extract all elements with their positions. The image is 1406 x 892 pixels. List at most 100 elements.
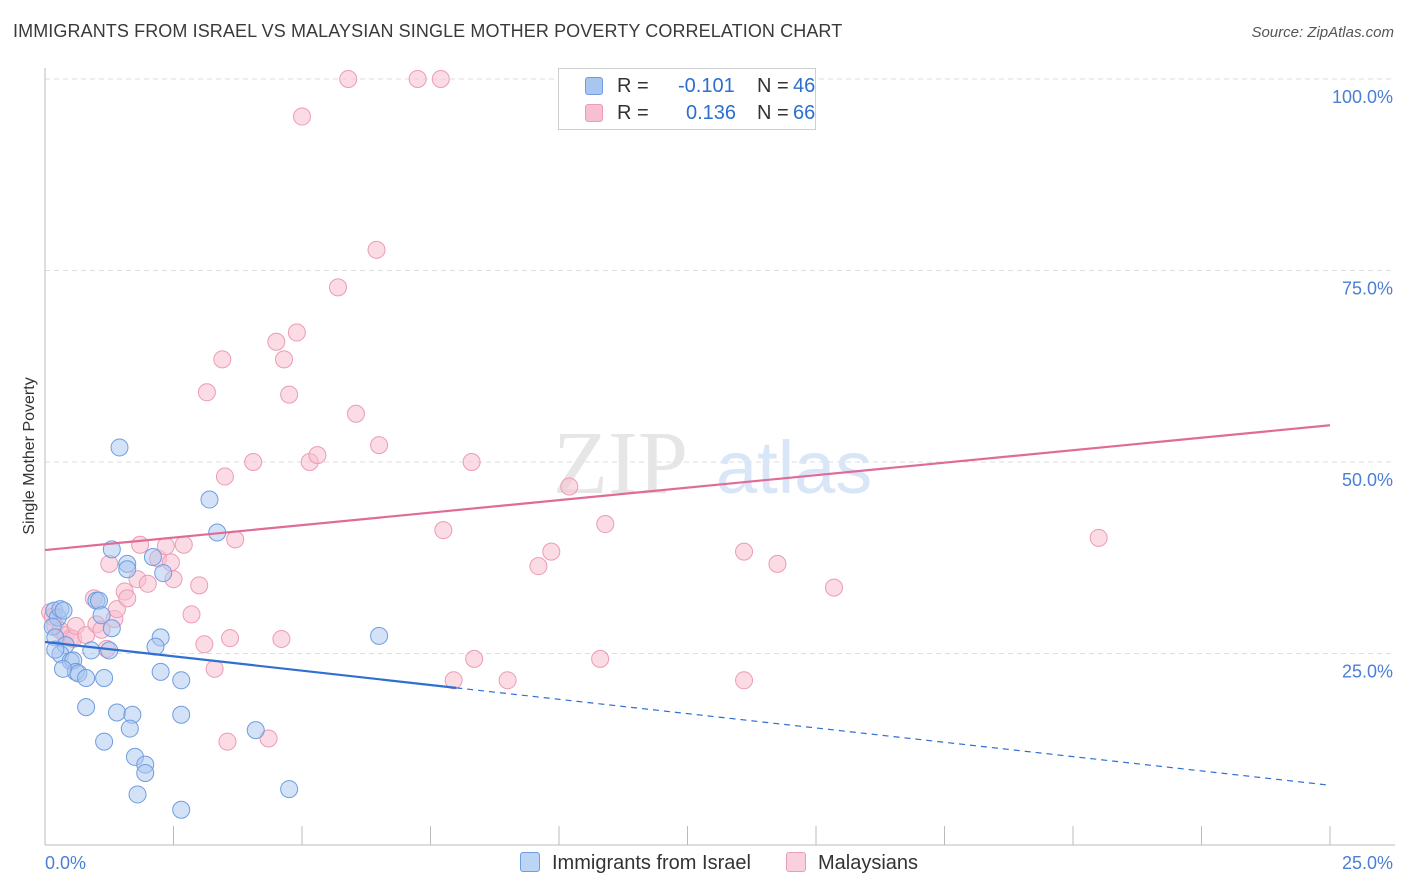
israel-point <box>102 619 121 638</box>
israel-point <box>172 671 191 690</box>
malaysians-point <box>431 70 450 88</box>
israel-point <box>143 547 162 566</box>
malaysians-point <box>408 70 427 88</box>
grid-lines <box>45 78 1395 654</box>
malaysians-point <box>328 278 347 297</box>
israel-point <box>95 669 114 688</box>
bottom-legend-malaysians: Malaysians <box>786 852 918 875</box>
legend-r-label: R = <box>617 75 649 97</box>
legend-r-value: 0.136 <box>686 102 737 124</box>
malaysians-point <box>221 629 240 648</box>
watermark-atlas: atlas <box>716 426 872 509</box>
malaysians-point <box>197 383 216 402</box>
malaysians-point <box>768 554 787 573</box>
source-credit: Source: ZipAtlas.com <box>1251 24 1394 41</box>
malaysians-point <box>367 240 386 259</box>
malaysians-point <box>215 467 234 486</box>
israel-point <box>120 719 139 738</box>
malaysians-point <box>824 578 843 597</box>
israel-point <box>146 637 165 656</box>
israel-point <box>370 626 389 645</box>
legend-r-value: -0.101 <box>678 75 735 97</box>
y-axis-label: Single Mother Poverty <box>21 377 38 534</box>
bottom-legend-swatch-pink <box>786 852 806 872</box>
watermark-zip: ZIP <box>553 414 688 513</box>
malaysians-point <box>542 542 561 561</box>
malaysians-point <box>287 323 306 342</box>
malaysians-point <box>218 732 237 751</box>
malaysians-point <box>118 589 137 608</box>
israel-point <box>107 703 126 722</box>
y-tick-label: 50.0% <box>1342 470 1393 490</box>
chart-title: IMMIGRANTS FROM ISRAEL VS MALAYSIAN SING… <box>13 21 843 41</box>
israel-point <box>172 705 191 724</box>
bottom-legend-label-malaysians: Malaysians <box>818 852 919 874</box>
bottom-legend-swatch-blue <box>520 852 540 872</box>
malaysians-point <box>444 671 463 690</box>
israel-point <box>172 800 191 819</box>
legend-swatch-blue <box>585 77 603 95</box>
legend-r-label: R = <box>617 102 649 124</box>
malaysians-point <box>1089 528 1108 547</box>
x-tick-label: 0.0% <box>45 853 86 873</box>
y-tick-label: 100.0% <box>1332 87 1393 107</box>
x-tick-label: 25.0% <box>1342 853 1393 873</box>
malaysians-point <box>370 436 389 455</box>
malaysians-point <box>591 649 610 668</box>
israel-point <box>46 640 65 659</box>
malaysians-point <box>205 659 224 678</box>
malaysians-point <box>498 671 517 690</box>
legend-n-label: N = <box>757 102 789 124</box>
malaysians-point <box>195 635 214 654</box>
israel-point <box>110 438 129 457</box>
israel-point <box>77 698 96 717</box>
malaysians-point <box>190 576 209 595</box>
malaysians-point <box>174 535 193 554</box>
malaysians-point <box>244 453 263 471</box>
israel-trend-line-dashed <box>456 687 1331 786</box>
israel-point <box>128 785 147 804</box>
israel-point <box>53 659 72 678</box>
malaysians-point <box>272 629 291 648</box>
israel-point <box>200 490 219 509</box>
trend-lines <box>44 424 1331 786</box>
israel-point <box>92 606 111 625</box>
israel-point <box>95 732 114 751</box>
malaysians-point <box>560 477 579 496</box>
malaysians-point <box>596 515 615 534</box>
israel-point <box>154 564 173 583</box>
bottom-legend-label-israel: Immigrants from Israel <box>552 852 751 874</box>
legend-n-label: N = <box>757 75 789 97</box>
correlation-legend: R = -0.101 N = 46 R = 0.136 N = 66 <box>558 68 816 130</box>
axes <box>44 68 1395 846</box>
israel-point <box>77 669 96 688</box>
legend-n-value: 66 <box>793 102 816 124</box>
malaysians-point <box>339 70 358 88</box>
israel-point <box>151 662 170 681</box>
malaysians-point <box>346 404 365 423</box>
israel-point <box>246 721 265 740</box>
malaysians-trend-line <box>44 424 1331 552</box>
malaysians-points <box>41 70 1108 751</box>
malaysians-point <box>259 729 278 748</box>
malaysians-point <box>308 446 327 465</box>
malaysians-point <box>735 671 754 690</box>
malaysians-point <box>275 350 294 369</box>
tick-labels: 25.0% 50.0% 75.0% 100.0% 0.0% 25.0% <box>45 87 1393 873</box>
israel-point <box>136 763 155 782</box>
israel-point <box>280 780 299 799</box>
y-tick-label: 25.0% <box>1342 662 1393 682</box>
malaysians-point <box>293 107 311 126</box>
israel-point <box>54 601 73 620</box>
malaysians-point <box>226 530 245 549</box>
malaysians-point <box>280 385 299 404</box>
bottom-legend-israel: Immigrants from Israel <box>520 852 751 875</box>
malaysians-point <box>529 557 548 576</box>
malaysians-point <box>462 453 481 471</box>
malaysians-point <box>213 350 232 369</box>
malaysians-point <box>735 542 754 561</box>
malaysians-point <box>182 605 201 624</box>
legend-swatch-pink <box>585 104 603 122</box>
malaysians-point <box>267 332 286 351</box>
